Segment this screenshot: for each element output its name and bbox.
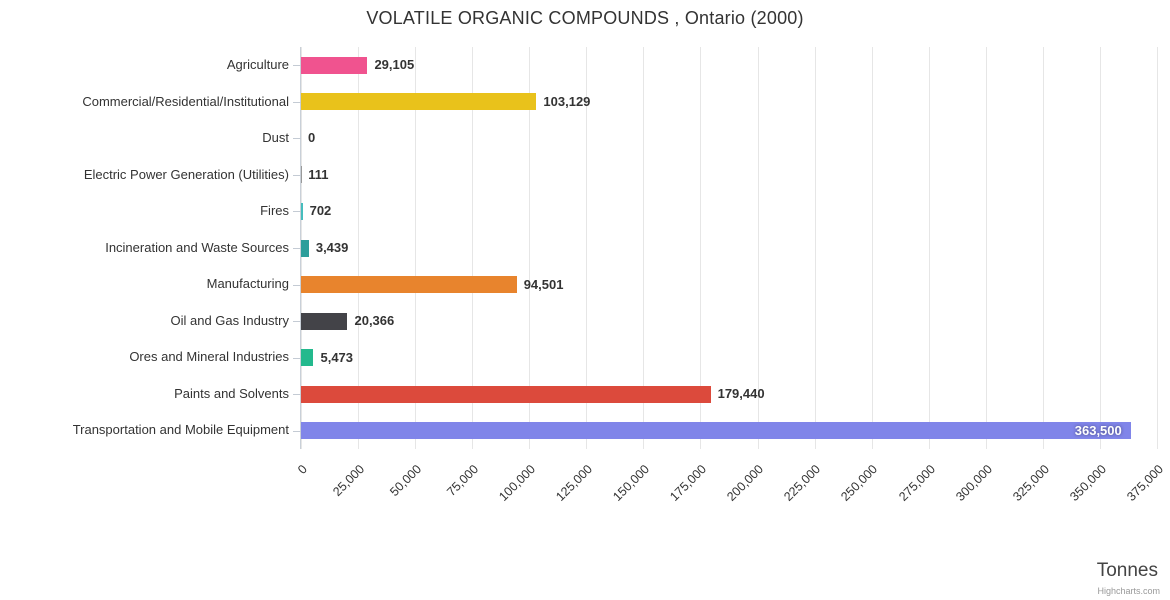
category-label: Transportation and Mobile Equipment xyxy=(72,422,289,438)
x-tick-label: 0 xyxy=(295,462,310,477)
category-label: Electric Power Generation (Utilities) xyxy=(83,166,289,182)
category-tick xyxy=(293,394,301,396)
category-label: Fires xyxy=(260,203,289,219)
gridline xyxy=(814,47,816,449)
category-label: Commercial/Residential/Institutional xyxy=(82,93,289,109)
value-label: 363,500 xyxy=(1074,422,1122,438)
value-axis-labels: 0 25,000 50,000 75,000 100,000 125,000 150,000… xyxy=(295,454,1166,569)
category-axis: Agriculture Commercial/Residential/Instit… xyxy=(0,47,300,449)
category-tick xyxy=(293,321,301,323)
gridline xyxy=(586,47,588,449)
gridline xyxy=(757,47,759,449)
x-tick-label: 175,000 xyxy=(667,462,710,504)
value-label: 20,366 xyxy=(354,313,395,329)
x-tick-label: 50,000 xyxy=(387,462,425,499)
x-tick-label: 325,000 xyxy=(1009,462,1052,504)
x-tick-label: 225,000 xyxy=(781,462,824,504)
bar[interactable] xyxy=(301,239,309,257)
gridline xyxy=(928,47,930,449)
gridline xyxy=(1099,47,1101,449)
category-label: Agriculture xyxy=(226,57,289,72)
gridline xyxy=(1042,47,1044,449)
gridline xyxy=(358,47,360,449)
bar[interactable] xyxy=(301,385,711,403)
x-tick-label: 350,000 xyxy=(1066,462,1109,504)
value-label: 29,105 xyxy=(374,57,415,73)
x-tick-label: 25,000 xyxy=(330,462,367,499)
bar[interactable] xyxy=(301,93,537,111)
bar[interactable] xyxy=(301,422,1131,440)
value-label: 111 xyxy=(308,166,329,182)
chart-title: VOLATILE ORGANIC COMPOUNDS , Ontario (20… xyxy=(366,8,804,28)
category-label: Dust xyxy=(262,130,289,146)
gridline xyxy=(472,47,474,449)
x-tick-label: 300,000 xyxy=(952,462,995,504)
value-label: 94,501 xyxy=(523,276,564,292)
x-axis-title: Tonnes xyxy=(1096,560,1158,581)
category-label: Ores and Mineral Industries xyxy=(129,349,289,365)
gridline xyxy=(643,47,645,449)
gridline xyxy=(1157,47,1158,449)
category-tick xyxy=(293,101,301,103)
category-tick xyxy=(293,357,301,359)
value-label: 103,129 xyxy=(543,93,591,109)
category-tick xyxy=(293,248,301,249)
category-label: Manufacturing xyxy=(206,276,289,292)
bar[interactable] xyxy=(301,56,368,74)
category-label: Paints and Solvents xyxy=(174,385,289,401)
gridline xyxy=(985,47,987,449)
value-label: 5,473 xyxy=(320,349,354,365)
value-label: 0 xyxy=(308,130,316,146)
highcharts-credits[interactable]: Highcharts.com xyxy=(1097,586,1160,596)
gridline xyxy=(700,47,702,449)
category-tick xyxy=(293,430,301,432)
value-label: 179,440 xyxy=(717,386,765,402)
category-label: Incineration and Waste Sources xyxy=(105,239,289,255)
value-label: 702 xyxy=(309,203,332,219)
category-tick xyxy=(293,284,301,286)
bar[interactable] xyxy=(301,276,517,294)
x-tick-label: 150,000 xyxy=(610,462,653,504)
gridline xyxy=(529,47,531,449)
category-tick xyxy=(293,211,301,213)
x-tick-label: 200,000 xyxy=(724,462,767,504)
category-tick xyxy=(293,174,301,176)
x-tick-label: 250,000 xyxy=(838,462,881,504)
bar[interactable] xyxy=(301,349,314,367)
x-tick-label: 75,000 xyxy=(444,462,482,499)
x-tick-label: 125,000 xyxy=(553,462,596,504)
category-tick xyxy=(293,138,301,140)
gridline xyxy=(415,47,417,449)
gridline xyxy=(871,47,873,449)
bar[interactable] xyxy=(301,312,348,330)
bar[interactable] xyxy=(301,202,303,220)
category-label: Oil and Gas Industry xyxy=(170,312,290,328)
bar[interactable] xyxy=(301,166,302,184)
x-tick-label: 100,000 xyxy=(496,462,539,504)
value-label: 3,439 xyxy=(315,240,349,255)
category-tick xyxy=(293,65,301,67)
x-tick-label: 375,000 xyxy=(1124,462,1166,504)
plot-area: 29,105 103,129 0 111 702 3,439 94,501 20,366 5,4… xyxy=(293,47,1158,449)
x-tick-label: 275,000 xyxy=(895,462,938,504)
